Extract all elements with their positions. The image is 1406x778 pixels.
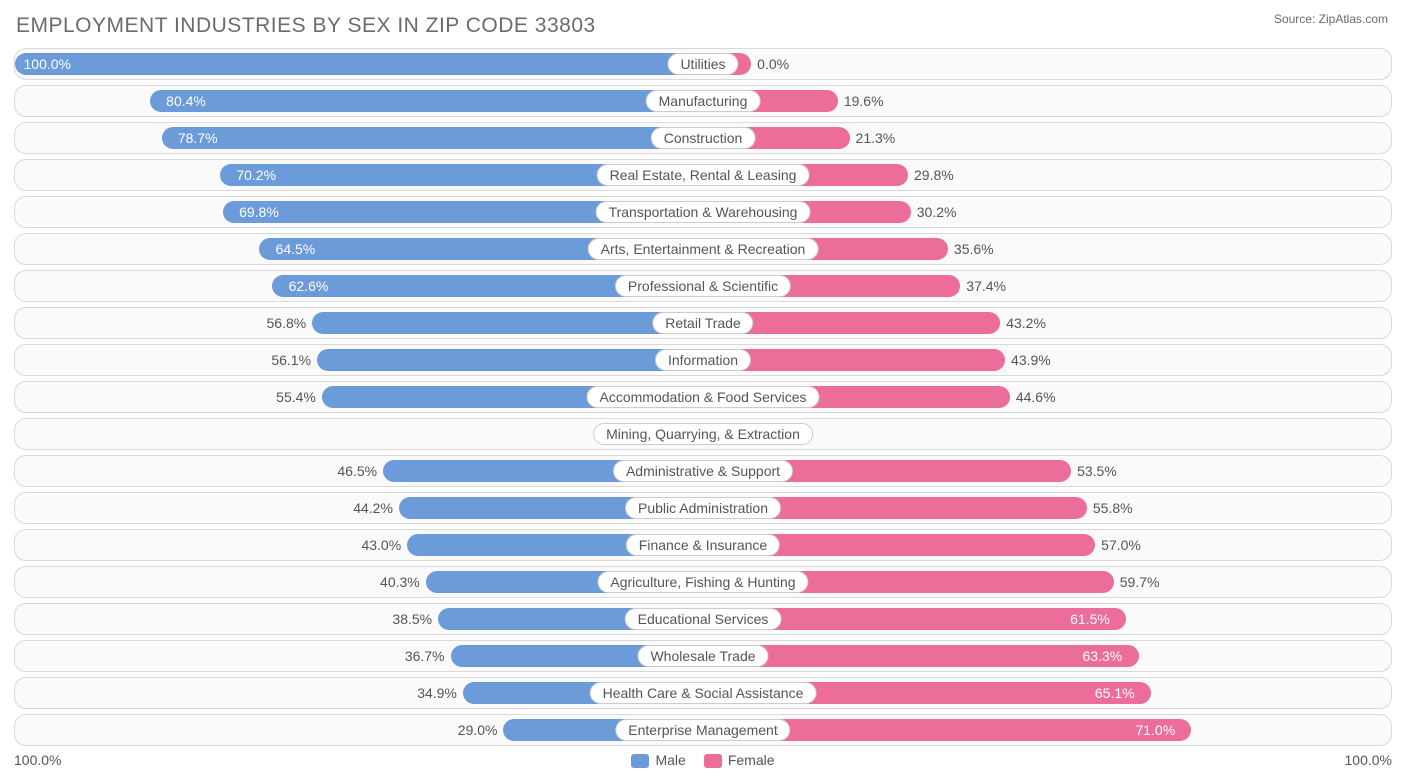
chart-row: 0.0%0.0%Mining, Quarrying, & Extraction <box>14 418 1392 450</box>
chart-footer: 100.0% Male Female 100.0% <box>14 752 1392 768</box>
axis-right-label: 100.0% <box>1345 752 1392 768</box>
female-pct-label: 57.0% <box>1101 537 1141 553</box>
male-swatch <box>631 754 649 768</box>
chart-row: 64.5% 35.6% Arts, Entertainment & Recreati… <box>14 233 1392 265</box>
chart-row: 36.7% 63.3% Wholesale Trade <box>14 640 1392 672</box>
female-pct-label: 71.0% <box>1135 722 1175 738</box>
male-pct-label: 62.6% <box>289 278 329 294</box>
male-pct-label: 43.0% <box>361 537 401 553</box>
chart-row: 34.9% 65.1% Health Care & Social Assistanc… <box>14 677 1392 709</box>
male-pct-label: 69.8% <box>239 204 279 220</box>
chart-row: 40.3% 59.7% Agriculture, Fishing & Hunting <box>14 566 1392 598</box>
female-pct-label: 44.6% <box>1016 389 1056 405</box>
male-pct-label: 100.0% <box>24 56 71 72</box>
male-bar <box>15 53 703 75</box>
male-pct-label: 55.4% <box>276 389 316 405</box>
category-label: Health Care & Social Assistance <box>590 682 817 704</box>
category-label: Information <box>655 349 751 371</box>
chart-row: 43.0% 57.0% Finance & Insurance <box>14 529 1392 561</box>
axis-left-label: 100.0% <box>14 752 61 768</box>
male-pct-label: 80.4% <box>166 93 206 109</box>
male-pct-label: 56.8% <box>267 315 307 331</box>
male-bar <box>150 90 703 112</box>
legend: Male Female <box>631 752 774 768</box>
chart-row: 80.4% 19.6% Manufacturing <box>14 85 1392 117</box>
female-swatch <box>704 754 722 768</box>
chart-row: 56.8% 43.2% Retail Trade <box>14 307 1392 339</box>
category-label: Utilities <box>667 53 738 75</box>
male-pct-label: 40.3% <box>380 574 420 590</box>
female-pct-label: 0.0% <box>757 56 789 72</box>
female-pct-label: 37.4% <box>966 278 1006 294</box>
female-pct-label: 55.8% <box>1093 500 1133 516</box>
chart-row: 78.7% 21.3% Construction <box>14 122 1392 154</box>
female-pct-label: 43.9% <box>1011 352 1051 368</box>
male-pct-label: 36.7% <box>405 648 445 664</box>
legend-female: Female <box>704 752 775 768</box>
male-pct-label: 70.2% <box>236 167 276 183</box>
chart-row: 46.5% 53.5% Administrative & Support <box>14 455 1392 487</box>
legend-male-label: Male <box>655 752 685 768</box>
category-label: Professional & Scientific <box>615 275 791 297</box>
male-pct-label: 29.0% <box>458 722 498 738</box>
chart-title: EMPLOYMENT INDUSTRIES BY SEX IN ZIP CODE… <box>16 14 1392 38</box>
male-pct-label: 38.5% <box>392 611 432 627</box>
male-pct-label: 64.5% <box>276 241 316 257</box>
category-label: Construction <box>651 127 756 149</box>
female-pct-label: 19.6% <box>844 93 884 109</box>
chart-row: 38.5% 61.5% Educational Services <box>14 603 1392 635</box>
category-label: Agriculture, Fishing & Hunting <box>597 571 808 593</box>
category-label: Retail Trade <box>652 312 753 334</box>
chart-row: 62.6% 37.4% Professional & Scientific <box>14 270 1392 302</box>
male-pct-label: 78.7% <box>178 130 218 146</box>
legend-male: Male <box>631 752 685 768</box>
male-bar <box>312 312 703 334</box>
diverging-bar-chart: 100.0% 0.0% Utilities 80.4% 19.6% Manufacturi… <box>14 48 1392 746</box>
legend-female-label: Female <box>728 752 775 768</box>
male-bar <box>162 127 703 149</box>
male-pct-label: 34.9% <box>417 685 457 701</box>
chart-row: 100.0% 0.0% Utilities <box>14 48 1392 80</box>
female-pct-label: 21.3% <box>856 130 896 146</box>
male-pct-label: 46.5% <box>337 463 377 479</box>
category-label: Finance & Insurance <box>626 534 780 556</box>
female-pct-label: 61.5% <box>1070 611 1110 627</box>
female-pct-label: 43.2% <box>1006 315 1046 331</box>
chart-row: 29.0% 71.0% Enterprise Management <box>14 714 1392 746</box>
chart-row: 69.8% 30.2% Transportation & Warehousing <box>14 196 1392 228</box>
female-pct-label: 53.5% <box>1077 463 1117 479</box>
male-pct-label: 44.2% <box>353 500 393 516</box>
category-label: Administrative & Support <box>613 460 793 482</box>
female-pct-label: 63.3% <box>1083 648 1123 664</box>
female-pct-label: 30.2% <box>917 204 957 220</box>
category-label: Manufacturing <box>646 90 761 112</box>
category-label: Arts, Entertainment & Recreation <box>588 238 819 260</box>
female-pct-label: 35.6% <box>954 241 994 257</box>
category-label: Public Administration <box>625 497 781 519</box>
chart-row: 56.1% 43.9% Information <box>14 344 1392 376</box>
chart-row: 55.4% 44.6% Accommodation & Food Services <box>14 381 1392 413</box>
category-label: Educational Services <box>625 608 782 630</box>
category-label: Real Estate, Rental & Leasing <box>597 164 810 186</box>
category-label: Mining, Quarrying, & Extraction <box>593 423 813 445</box>
female-pct-label: 29.8% <box>914 167 954 183</box>
category-label: Wholesale Trade <box>637 645 768 667</box>
category-label: Enterprise Management <box>615 719 790 741</box>
category-label: Accommodation & Food Services <box>587 386 820 408</box>
female-pct-label: 59.7% <box>1120 574 1160 590</box>
chart-row: 70.2% 29.8% Real Estate, Rental & Leasing <box>14 159 1392 191</box>
female-pct-label: 65.1% <box>1095 685 1135 701</box>
category-label: Transportation & Warehousing <box>596 201 811 223</box>
chart-row: 44.2% 55.8% Public Administration <box>14 492 1392 524</box>
source-label: Source: ZipAtlas.com <box>1274 12 1388 26</box>
male-bar <box>317 349 703 371</box>
male-pct-label: 56.1% <box>271 352 311 368</box>
